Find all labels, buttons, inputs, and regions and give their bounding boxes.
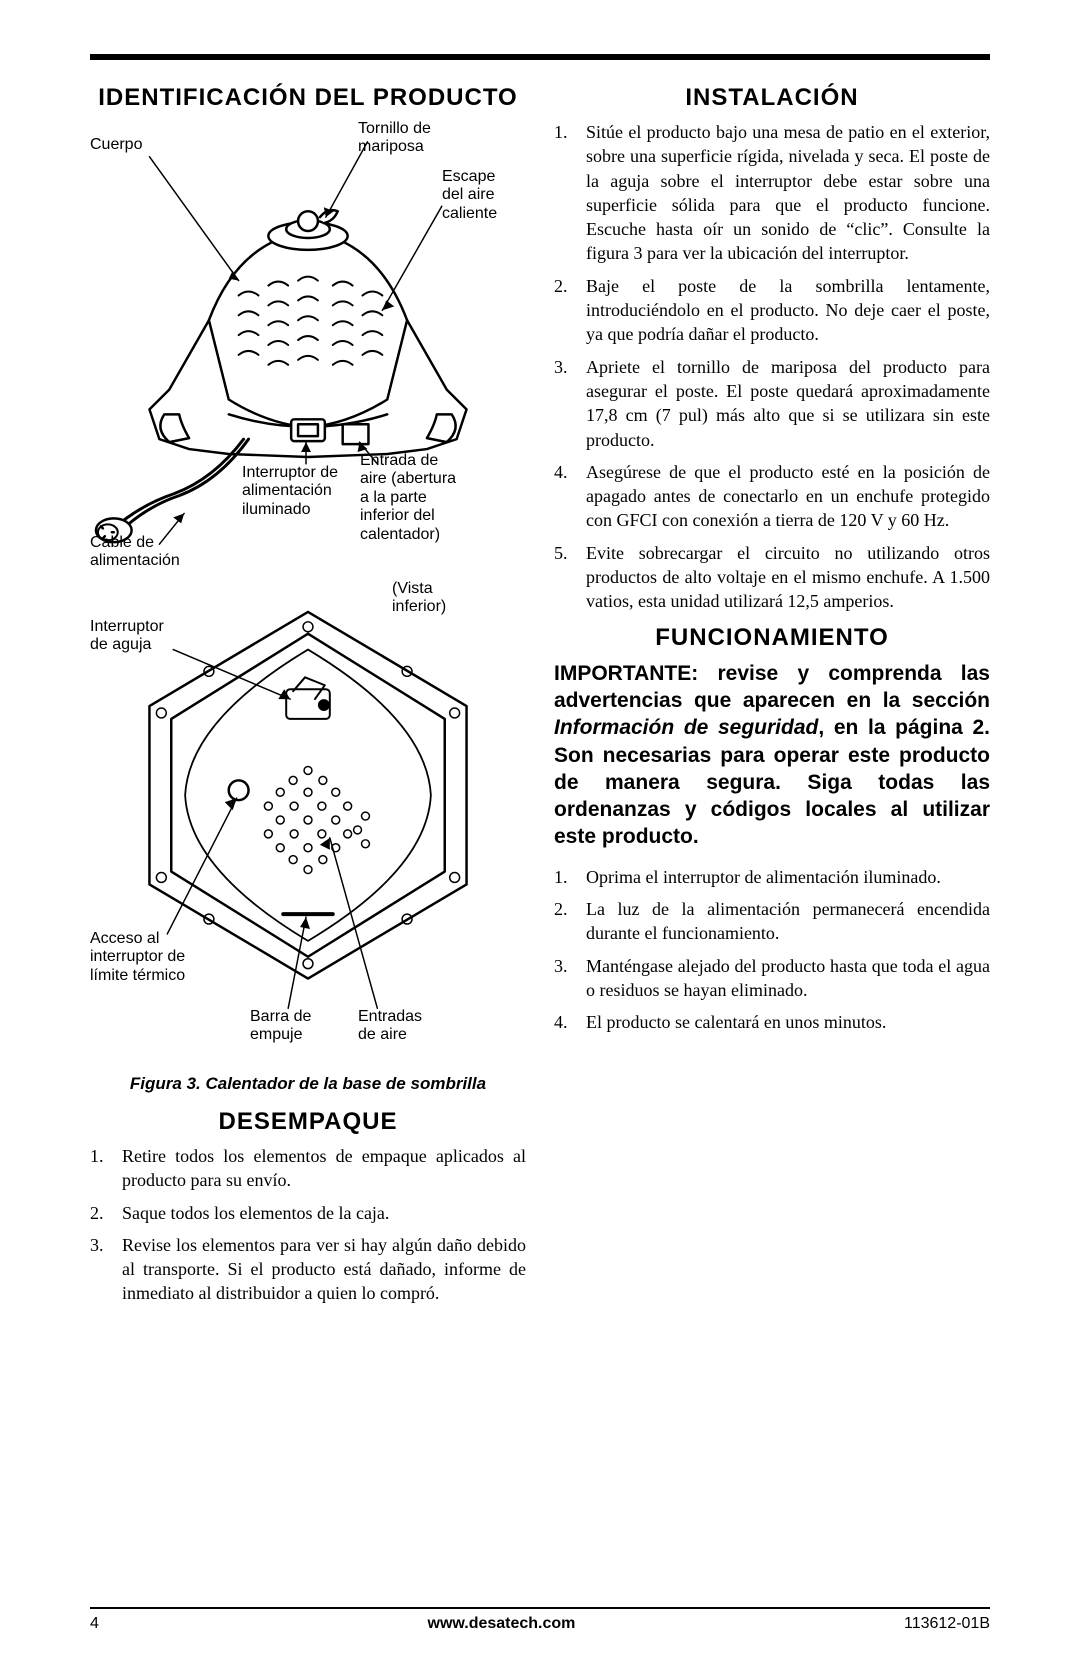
label-barra: Barra de empuje <box>250 1008 311 1045</box>
label-entrada: Entrada de aire (abertura a la parte inf… <box>360 452 456 544</box>
footer-url: www.desatech.com <box>428 1615 576 1633</box>
left-column: Identificación del producto <box>90 84 526 1314</box>
columns: Identificación del producto <box>90 84 990 1314</box>
diagram-bottom: (Vista inferior) Interruptor de aguja Ac… <box>90 570 526 1070</box>
footer-docnum: 113612-01B <box>904 1615 990 1633</box>
list-item: Evite sobrecargar el circuito no utiliza… <box>554 541 990 614</box>
list-item: Manténgase alejado del producto hasta qu… <box>554 954 990 1003</box>
label-entradas: Entradas de aire <box>358 1008 422 1045</box>
label-escape: Escape del aire caliente <box>442 168 497 223</box>
important-em: Información de seguridad <box>554 716 818 739</box>
heading-identificacion: Identificación del producto <box>90 84 526 112</box>
label-cuerpo: Cuerpo <box>90 136 142 154</box>
label-interruptor-ilum: Interruptor de alimentación iluminado <box>242 464 338 519</box>
list-item: Asegúrese de que el producto esté en la … <box>554 460 990 533</box>
label-vista: (Vista inferior) <box>392 580 446 617</box>
footer-rule <box>90 1607 990 1609</box>
heading-funcionamiento: Funcionamiento <box>554 624 990 652</box>
list-item: Saque todos los elementos de la caja. <box>90 1201 526 1225</box>
important-notice: IMPORTANTE: revise y comprenda las adver… <box>554 660 990 851</box>
list-item: Oprima el interruptor de alimentación il… <box>554 865 990 889</box>
diagram-top: Cuerpo Tornillo de mariposa Escape del a… <box>90 120 526 570</box>
list-item: Sitúe el producto bajo una mesa de patio… <box>554 120 990 266</box>
label-tornillo: Tornillo de mariposa <box>358 120 431 157</box>
page: Identificación del producto <box>0 0 1080 1669</box>
list-item: Baje el poste de la sombrilla lentamente… <box>554 274 990 347</box>
heading-instalacion: Instalación <box>554 84 990 112</box>
list-item: Retire todos los elementos de empaque ap… <box>90 1144 526 1193</box>
top-rule <box>90 54 990 60</box>
list-item: El producto se calentará en unos minutos… <box>554 1010 990 1034</box>
list-item: Apriete el tornillo de mariposa del prod… <box>554 355 990 452</box>
desempaque-steps: Retire todos los elementos de empaque ap… <box>90 1144 526 1306</box>
right-column: Instalación Sitúe el producto bajo una m… <box>554 84 990 1314</box>
list-item: La luz de la alimentación permanecerá en… <box>554 897 990 946</box>
figure-caption: Figura 3. Calentador de la base de sombr… <box>90 1074 526 1094</box>
label-acceso: Acceso al interruptor de límite térmico <box>90 930 185 985</box>
footer-page: 4 <box>90 1615 99 1633</box>
heading-desempaque: Desempaque <box>90 1108 526 1136</box>
instalacion-steps: Sitúe el producto bajo una mesa de patio… <box>554 120 990 614</box>
funcionamiento-steps: Oprima el interruptor de alimentación il… <box>554 865 990 1035</box>
important-lead: IMPORTANTE: <box>554 662 698 685</box>
label-cable: Cable de alimentación <box>90 534 180 571</box>
list-item: Revise los elementos para ver si hay alg… <box>90 1233 526 1306</box>
footer: 4 www.desatech.com 113612-01B <box>90 1607 990 1633</box>
label-interruptor-aguja: Interruptor de aguja <box>90 618 164 655</box>
